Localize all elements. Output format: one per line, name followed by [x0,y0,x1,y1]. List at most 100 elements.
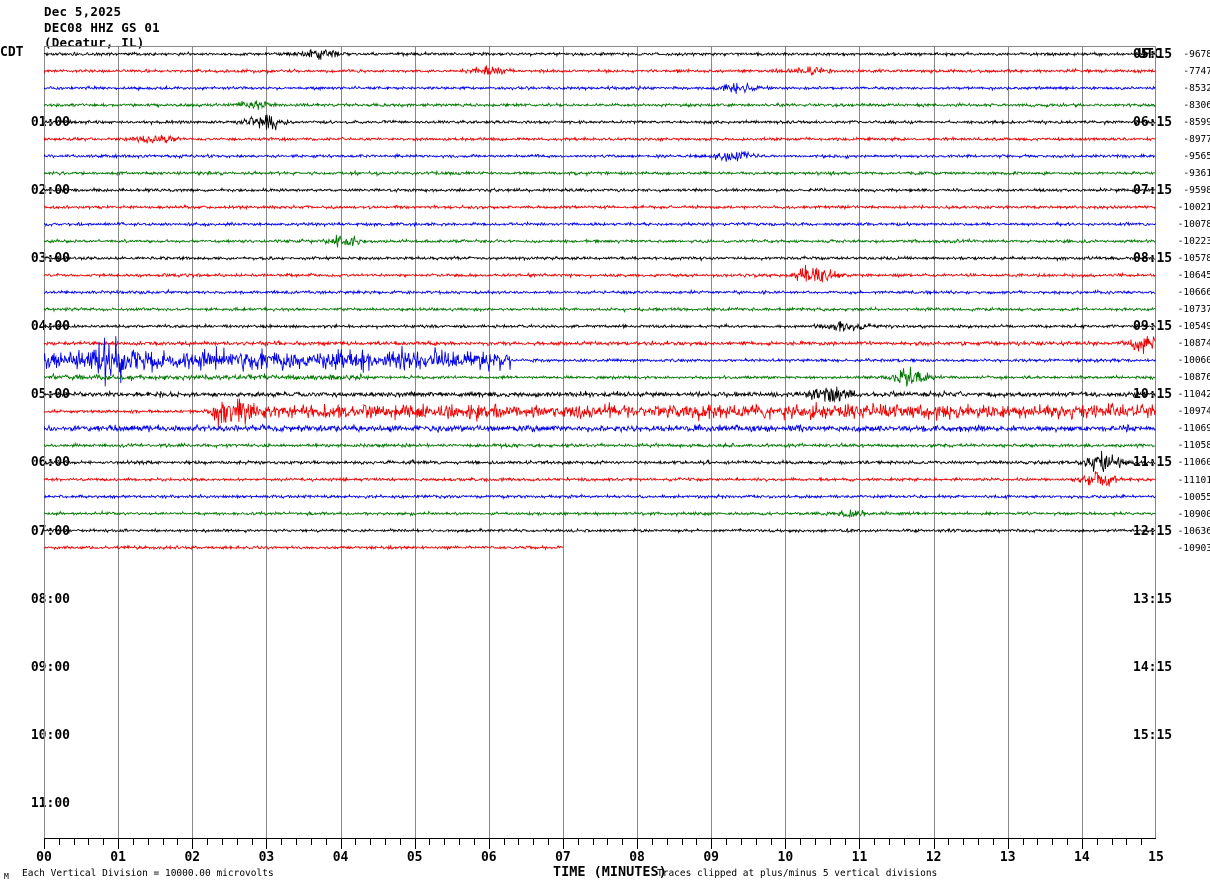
hour-label-utc: 06:15 [1133,115,1173,131]
scale-value: -9361 [1183,168,1210,180]
x-tick-label: 02 [184,850,201,865]
scale-value: -10903 [1177,542,1210,554]
trace-line [44,169,1156,178]
trace-line [44,471,1156,487]
x-tick-label: 00 [36,850,52,865]
scale-value: -11101 [1177,474,1210,486]
chart-header: Dec 5,2025 DEC08 HHZ GS 01 (Decatur, IL) [44,4,160,51]
scale-value: -9565 [1183,151,1210,163]
hour-label-cdt: 10:00 [30,727,70,743]
scale-value: -8977 [1183,134,1210,146]
trace-line [44,65,1156,76]
tiny-mark-label: M [4,872,9,881]
x-tick-label: 03 [258,850,275,865]
scale-value: -11060 [1177,457,1210,469]
vertical-division-note: Each Vertical Division = 10000.00 microv… [22,868,274,879]
x-axis-title: TIME (MINUTES) [553,864,667,880]
scale-value: -10060 [1177,355,1210,367]
scale-value: -10900 [1177,508,1210,520]
x-axis-ticks [44,838,1156,849]
trace-line [44,320,1156,332]
hour-label-utc: 14:15 [1133,659,1173,675]
trace-line [44,100,1156,110]
trace-line [44,48,1156,60]
scale-value: -10666 [1177,287,1210,299]
trace-line [44,450,1156,472]
x-tick-label: 14 [1074,850,1090,865]
scale-value: -10645 [1177,270,1210,282]
scale-value: -10223 [1177,236,1210,248]
hour-label-cdt: 06:00 [30,455,70,471]
trace-line [44,527,1156,534]
trace-line [44,544,563,551]
scale-value: -10974 [1177,406,1210,418]
scale-value: -9598 [1183,185,1210,197]
trace-line [44,441,1156,450]
left-timezone-label: CDT [0,45,24,60]
trace-line [44,288,1156,296]
clip-note: Traces clipped at plus/minus 5 vertical … [657,868,938,879]
scale-value: -10737 [1177,304,1210,316]
scale-value: -10549 [1177,321,1210,333]
trace-line [44,336,1156,387]
trace-line [44,493,1156,501]
trace-line [44,114,1156,131]
trace-line [44,81,1156,94]
scale-value: -8532 [1183,83,1210,95]
x-tick-label: 09 [703,850,720,865]
trace-line [44,423,1156,434]
trace-line [44,134,1156,145]
x-tick-label: 15 [1148,850,1164,865]
hour-label-utc: 15:15 [1133,727,1173,743]
hour-label-cdt: 02:00 [30,183,70,199]
scale-value: -10578 [1177,253,1210,265]
scale-value: -10636 [1177,525,1210,537]
x-tick-label: 11 [851,850,868,865]
x-tick-label: 04 [332,850,349,865]
x-tick-label: 06 [480,850,497,865]
trace-line [44,386,1156,403]
header-station: DEC08 HHZ GS 01 [44,19,160,35]
scale-value: -10876 [1177,372,1210,384]
trace-line [44,335,1156,355]
trace-line [44,220,1156,228]
trace-line [44,234,1156,248]
scale-value: -10055 [1177,491,1210,503]
scale-value: -10078 [1177,219,1210,231]
plot-grid [44,46,1156,838]
trace-line [44,305,1156,313]
x-tick-label: 05 [406,850,423,865]
scale-value: -11058 [1177,440,1210,452]
hour-label-cdt: 09:00 [30,659,70,675]
scale-value: -10021 [1177,202,1210,214]
scale-value: -8306 [1183,100,1210,112]
x-tick-label: 12 [925,850,942,865]
x-tick-label: 13 [999,850,1016,865]
scale-value: -8599 [1183,117,1210,129]
scale-value: -11069 [1177,423,1210,435]
trace-line [44,203,1156,211]
trace-line [44,150,1156,162]
seismogram-plot [44,46,1156,838]
scale-value: -11042 [1177,389,1210,401]
trace-line [44,509,1156,519]
x-tick-label: 08 [629,850,645,865]
hour-label-cdt: 11:00 [30,795,70,811]
trace-line [44,255,1156,263]
scale-value: -9678 [1183,49,1210,60]
x-tick-label: 01 [110,850,126,865]
hour-label-cdt: 07:00 [30,523,70,539]
x-tick-label: 10 [777,850,794,865]
x-tick-label: 07 [555,850,571,865]
trace-line [44,398,1156,428]
scale-value: -10874 [1177,338,1210,350]
trace-line [44,264,1156,283]
hour-label-cdt: 01:00 [30,115,70,131]
scale-value: -7747 [1183,66,1210,78]
hour-label-cdt: 08:00 [30,591,70,607]
header-date: Dec 5,2025 [44,4,122,19]
trace-line [44,366,1156,387]
seismic-traces [44,48,1156,551]
hour-label-utc: 13:15 [1133,591,1173,607]
trace-line [44,186,1156,194]
